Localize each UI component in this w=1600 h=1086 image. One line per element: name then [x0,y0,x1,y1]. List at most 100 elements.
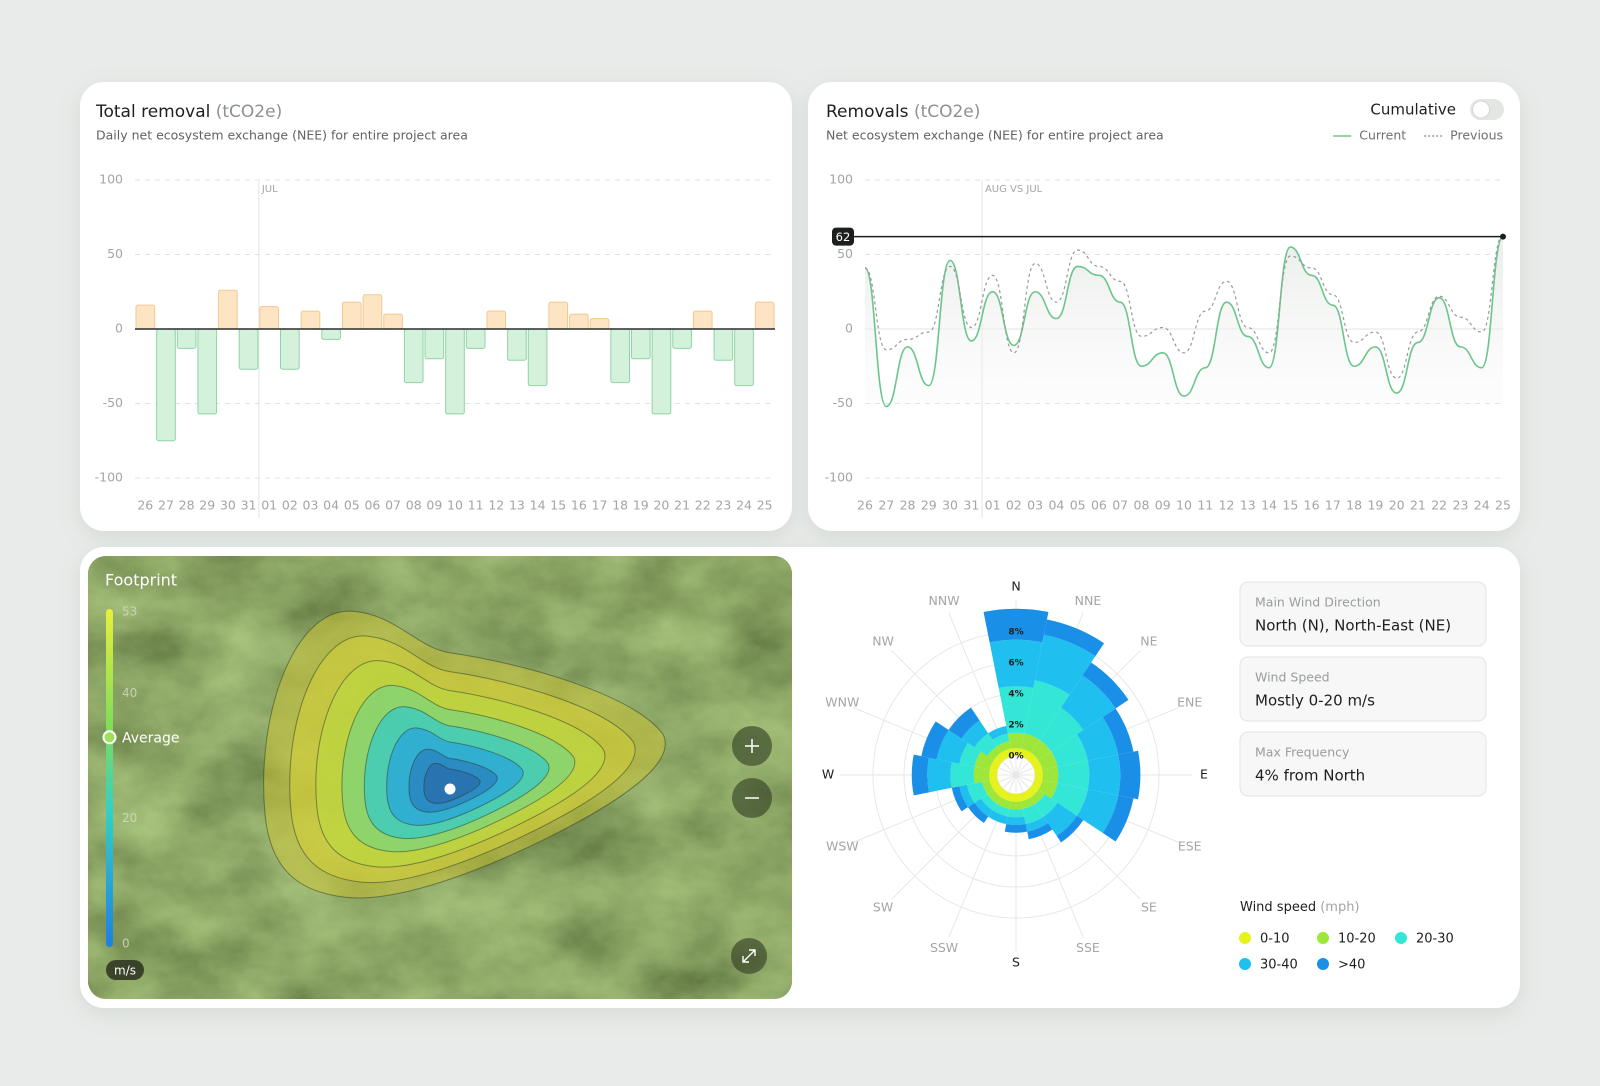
bar [651,328,672,415]
rose-segment [1004,824,1028,833]
x-tick-label: 31 [963,498,979,513]
legend-label: 20-30 [1416,932,1454,947]
rose-segment [1051,783,1088,816]
rose-segment [1001,748,1013,760]
scale-tick-label: 40 [122,686,137,700]
x-tick-label: 08 [406,498,422,513]
rose-segment [1118,750,1141,800]
title: Removals [826,102,909,122]
x-tick-label: 21 [1410,498,1426,513]
y-tick-label: -50 [833,395,853,410]
x-tick-label: 07 [1112,498,1128,513]
rose-segment [950,762,975,788]
x-tick-label: 02 [1006,498,1022,513]
rose-segment [927,757,952,793]
x-tick-label: 18 [612,498,628,513]
toggle-knob[interactable] [1472,100,1490,119]
rose-segment [1022,803,1044,825]
rose-segment [980,794,997,811]
rose-segment [948,707,980,739]
x-tick-label: 14 [1261,498,1277,513]
x-tick-label: 10 [1176,498,1192,513]
rose-segment [959,742,981,767]
x-tick-label: 05 [344,498,360,513]
x-tick-label: 23 [715,498,731,513]
rose-segment [1076,789,1119,833]
direction-label: ENE [1177,695,1202,710]
y-tick-label: -100 [825,470,853,485]
x-tick-label: 30 [942,498,958,513]
x-tick-label: 04 [1048,498,1064,513]
bar [362,294,383,330]
rose-segment [1102,795,1134,842]
rose-segment [1051,734,1088,767]
rose-segment [1007,808,1025,818]
rose-segment [989,778,1001,790]
rose-segment [1007,732,1025,749]
rose-segment [936,729,968,764]
r-tick-label: 8% [1008,628,1023,638]
expand[interactable] [731,938,767,974]
x-tick-label: 06 [1091,498,1107,513]
r-tick-label: 6% [1008,659,1023,669]
rose-segment [992,733,1010,747]
tower-point [444,783,456,795]
info-value: North (N), North-East (NE) [1255,617,1451,635]
direction-label: NW [872,634,894,649]
rose-segment [1031,778,1043,790]
x-tick-label: 12 [488,498,504,513]
x-tick-label: 02 [282,498,298,513]
x-tick-label: 06 [364,498,380,513]
bar [589,318,610,330]
info-label: Main Wind Direction [1255,595,1381,610]
info-card [1239,581,1487,647]
info-card [1239,656,1487,722]
direction-label: WNW [825,695,859,710]
y-tick-label: 0 [115,321,123,336]
rose-segment [911,754,929,796]
rose-segment [1056,815,1084,843]
bar [300,310,321,330]
info-label: Max Frequency [1255,745,1350,760]
legend-title-text: Wind speed [1240,900,1316,915]
bar [692,310,713,330]
x-tick-label: 17 [592,498,608,513]
info-value: 4% from North [1255,767,1365,785]
rose-segment [1009,801,1023,810]
x-tick-label: 19 [633,498,649,513]
x-tick-label: 20 [1389,498,1405,513]
x-tick-label: 05 [1070,498,1086,513]
legend-swatch [1239,958,1251,970]
expand-icon [742,949,756,963]
bar [218,289,238,330]
rose-segment [1039,707,1084,752]
y-tick-label: 50 [837,246,853,261]
bar [176,328,197,349]
direction-label: ESE [1178,838,1202,853]
color-scale [106,609,113,947]
rose-segment [989,760,1001,772]
toggle[interactable] [1470,99,1504,120]
rose-segment [1076,717,1119,761]
legend-swatch [1317,958,1329,970]
y-tick-label: 50 [107,246,123,261]
legend-label: 30-40 [1260,958,1298,973]
x-tick-label: 25 [757,498,773,513]
direction-label: SE [1141,899,1157,914]
unit-badge [106,960,144,980]
direction-label: E [1200,767,1208,782]
rose-segment [988,725,1008,740]
rose-segment [974,751,994,770]
rose-segment [1021,797,1036,809]
x-tick-label: 03 [303,498,319,513]
rose-segment [973,766,990,784]
rose-segment [987,789,1002,804]
average-marker [102,730,117,745]
x-tick-label: 11 [468,498,484,513]
unit: m/s [114,964,136,978]
legend-swatch [1239,932,1251,944]
zoom-out[interactable] [732,778,772,818]
zoom-in[interactable] [732,726,772,766]
legend-title: Wind speed (mph) [1240,900,1360,915]
